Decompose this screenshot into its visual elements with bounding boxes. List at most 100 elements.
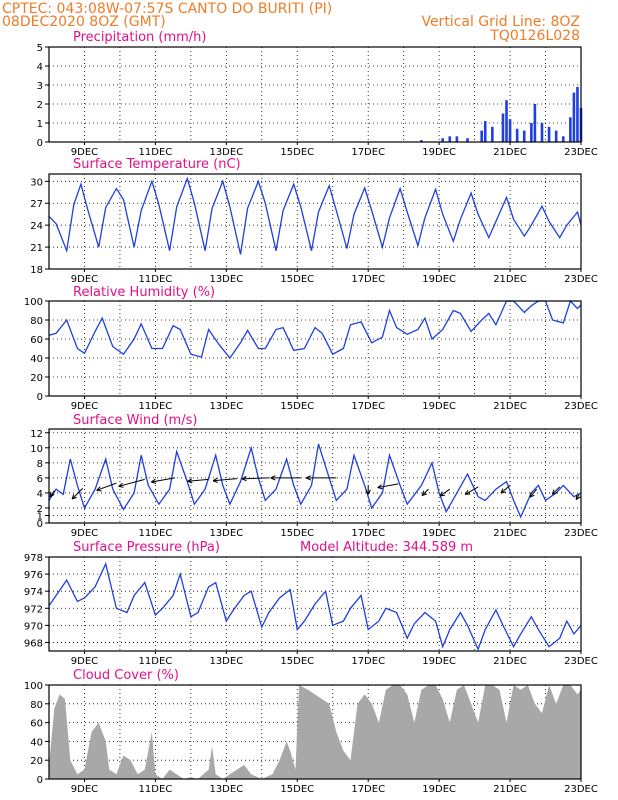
x-tick-label: 9DEC	[71, 274, 98, 285]
precip-bar	[448, 136, 452, 142]
x-tick-label: 11DEC	[139, 656, 173, 667]
y-tick-label: 24	[30, 221, 43, 232]
plot-frame	[48, 684, 582, 780]
grid-note: Vertical Grid Line: 8OZ	[421, 14, 580, 30]
precip-bar	[533, 104, 537, 142]
y-tick-label: 970	[24, 621, 43, 632]
wind-line	[48, 443, 582, 519]
precip-bar	[576, 86, 579, 142]
y-tick-label: 6	[37, 474, 43, 485]
y-tick-label: 0	[37, 138, 43, 149]
y-tick-label: 100	[24, 681, 43, 692]
precip-bar	[572, 92, 576, 142]
cloud-area	[49, 685, 581, 779]
y-tick-label: 40	[30, 354, 43, 365]
wind-arrow	[49, 490, 55, 498]
precip-bar	[508, 119, 512, 142]
plot-frame	[48, 300, 582, 397]
y-tick-label: 60	[30, 335, 43, 346]
precip-bar	[540, 123, 544, 142]
x-tick-label: 23DEC	[564, 528, 598, 539]
y-tick-label: 21	[30, 243, 43, 254]
x-tick-label: 23DEC	[564, 784, 598, 795]
run-date-header: 08DEC2020 8OZ (GMT)	[2, 14, 166, 30]
x-tick-label: 19DEC	[422, 274, 456, 285]
precipitation-title: Precipitation (mm/h)	[73, 30, 206, 45]
x-tick-label: 19DEC	[422, 784, 456, 795]
pressure-panel: Surface Pressure (hPa) Model Altitude: 3…	[24, 540, 598, 667]
precip-bar	[420, 140, 423, 142]
x-tick-label: 15DEC	[280, 656, 314, 667]
y-tick-label: 3	[37, 81, 43, 92]
model-id: TQ0126L028	[489, 28, 580, 44]
x-tick-label: 11DEC	[139, 784, 173, 795]
wind-arrow	[551, 486, 561, 495]
y-tick-label: 4	[37, 62, 43, 73]
plot-frame	[48, 46, 582, 143]
y-tick-label: 972	[24, 604, 43, 615]
temperature-panel: Surface Temperature (nC) 18 21 24 27 30 9DEC 1…	[30, 157, 598, 285]
x-tick-label: 17DEC	[351, 784, 385, 795]
x-tick-label: 15DEC	[280, 147, 314, 158]
precip-bar	[561, 136, 565, 142]
wind-arrow	[464, 486, 479, 495]
precip-bar	[569, 117, 572, 142]
precip-bar	[554, 130, 558, 142]
precip-bar	[505, 100, 508, 142]
y-tick-label: 974	[24, 587, 43, 598]
x-tick-label: 17DEC	[351, 528, 385, 539]
wind-arrow	[241, 476, 269, 482]
x-tick-label: 13DEC	[209, 656, 243, 667]
wind-arrow	[575, 494, 581, 501]
y-tick-label: 80	[30, 700, 43, 711]
y-tick-label: 4	[37, 489, 43, 500]
temperature-title: Surface Temperature (nC)	[73, 157, 241, 172]
plot-frame	[48, 173, 582, 270]
y-tick-label: 1	[37, 119, 43, 130]
y-tick-label: 100	[24, 297, 43, 308]
precipitation-panel: Precipitation (mm/h) 0 1 2 3 4 5 9DEC 11DEC 13DE…	[37, 30, 598, 158]
wind-arrow	[306, 475, 337, 481]
y-tick-label: 1	[37, 511, 43, 522]
x-tick-label: 9DEC	[71, 147, 98, 158]
x-tick-label: 21DEC	[493, 528, 527, 539]
y-tick-label: 976	[24, 570, 43, 581]
y-tick-label: 2	[37, 100, 43, 111]
wind-arrow	[71, 488, 84, 500]
x-tick-label: 19DEC	[422, 656, 456, 667]
x-tick-label: 13DEC	[209, 147, 243, 158]
y-tick-label: 978	[24, 553, 43, 564]
y-tick-label: 5	[37, 43, 43, 54]
y-tick-label: 18	[30, 265, 43, 276]
y-tick-label: 80	[30, 316, 43, 327]
wind-arrow	[365, 485, 371, 495]
y-tick-label: 40	[30, 737, 43, 748]
wind-arrow	[96, 482, 117, 492]
wind-arrow	[187, 478, 209, 484]
wind-arrow	[118, 478, 145, 488]
y-tick-label: 2	[37, 504, 43, 515]
pressure-line	[48, 561, 582, 652]
x-tick-label: 9DEC	[71, 401, 98, 412]
wind-arrow	[150, 477, 175, 484]
x-tick-label: 23DEC	[564, 656, 598, 667]
x-tick-label: 11DEC	[139, 274, 173, 285]
x-tick-label: 17DEC	[351, 274, 385, 285]
x-tick-label: 17DEC	[351, 401, 385, 412]
x-tick-label: 13DEC	[209, 528, 243, 539]
model-altitude: Model Altitude: 344.589 m	[300, 540, 473, 555]
y-tick-label: 12	[30, 429, 43, 440]
humidity-title: Relative Humidity (%)	[73, 285, 215, 300]
x-tick-label: 13DEC	[209, 401, 243, 412]
plot-frame	[48, 556, 582, 652]
precip-bar	[441, 138, 444, 142]
plot-frame	[48, 428, 582, 524]
wind-arrow	[500, 485, 511, 494]
precip-bar	[483, 121, 487, 142]
cloud-cover-panel: Cloud Cover (%) 0 20 40 60 80 100 9DEC 11DEC 13D…	[24, 668, 598, 795]
precip-bar	[522, 130, 526, 142]
x-tick-label: 13DEC	[209, 784, 243, 795]
precip-bar	[515, 128, 519, 142]
x-tick-label: 19DEC	[422, 528, 456, 539]
